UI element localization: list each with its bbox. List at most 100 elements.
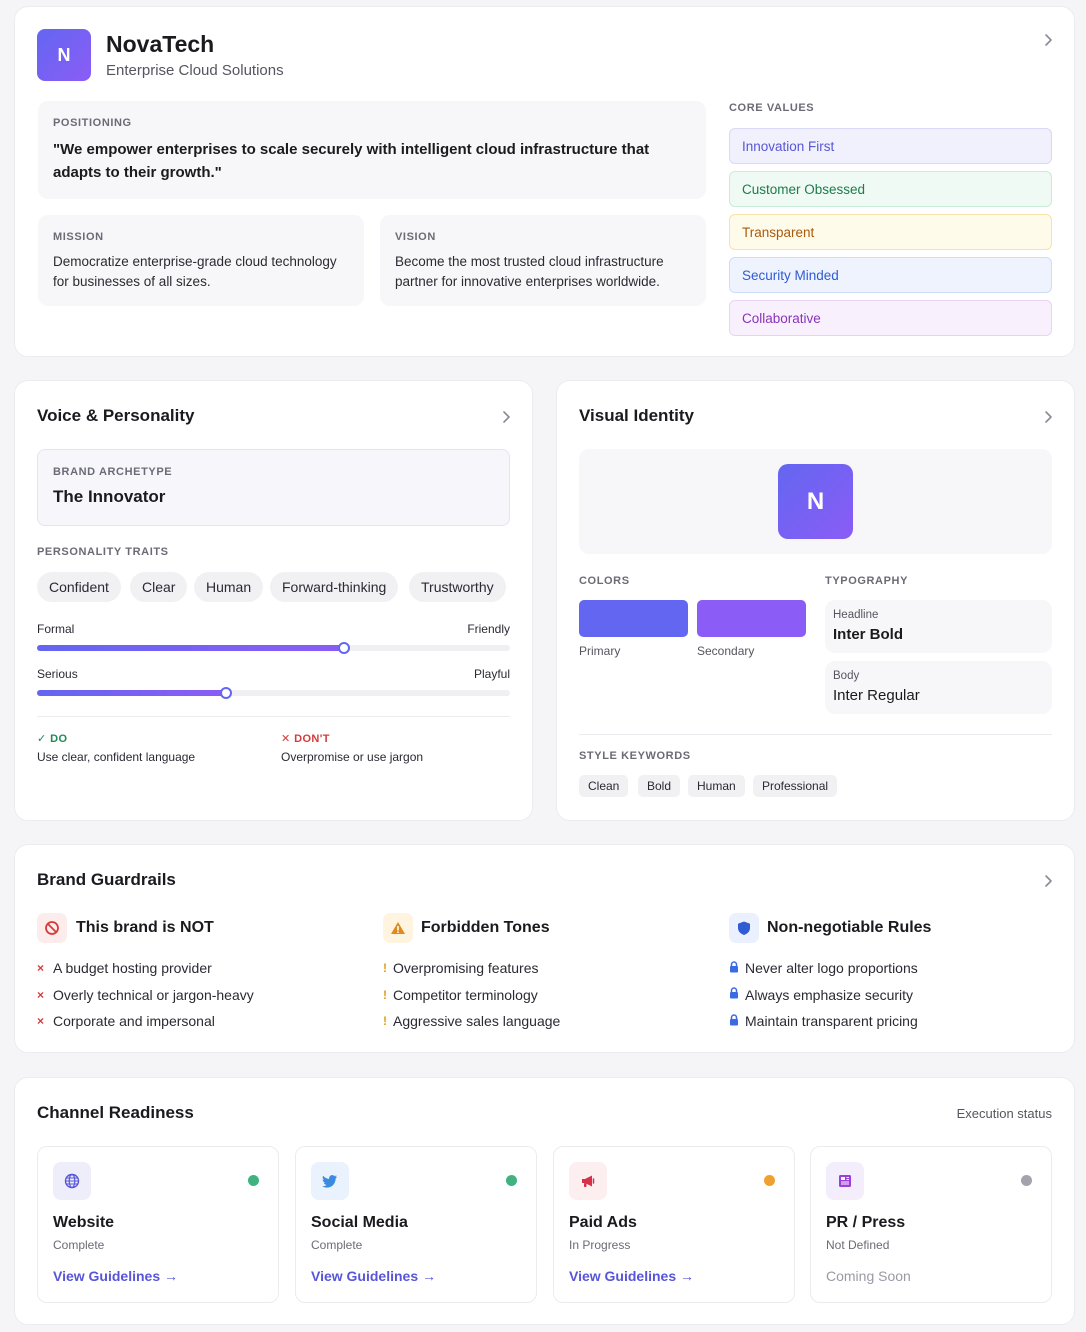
keyword-chip: Clean bbox=[579, 775, 629, 797]
archetype-box: BRAND ARCHETYPE The Innovator bbox=[37, 449, 510, 526]
view-guidelines-link[interactable]: View Guidelines → bbox=[53, 1268, 179, 1284]
check-icon: ✓ bbox=[37, 733, 47, 745]
positioning-statement: "We empower enterprises to scale securel… bbox=[53, 141, 650, 181]
status-dot bbox=[1021, 1175, 1032, 1186]
trait-chip[interactable]: Clear bbox=[130, 572, 188, 602]
slider-handle[interactable] bbox=[220, 687, 233, 699]
forbidden-title: Forbidden Tones bbox=[421, 919, 550, 936]
channel-name: PR / Press bbox=[826, 1214, 906, 1231]
channel-card-pr-press[interactable]: PR / Press Not Defined Coming Soon bbox=[810, 1146, 1052, 1303]
trait-chip[interactable]: Human bbox=[194, 572, 264, 602]
trait-chip[interactable]: Trustworthy bbox=[409, 572, 506, 602]
chevron-right-icon[interactable] bbox=[1041, 410, 1055, 424]
channel-card-paid-ads[interactable]: Paid Ads In Progress View Guidelines → bbox=[553, 1146, 795, 1303]
visual-title: Visual Identity bbox=[579, 406, 694, 425]
keyword-chip: Bold bbox=[638, 775, 681, 797]
channel-status: Complete bbox=[53, 1238, 105, 1252]
guardrails-title: Brand Guardrails bbox=[37, 870, 176, 889]
body-font-panel: Body Inter Regular bbox=[825, 661, 1052, 714]
x-icon: × bbox=[37, 987, 45, 1002]
rules-list: Never alter logo proportions Always emph… bbox=[729, 955, 918, 1035]
vision-label: VISION bbox=[395, 231, 436, 243]
prohibited-icon bbox=[37, 913, 67, 943]
chevron-right-icon[interactable] bbox=[1041, 874, 1055, 888]
channel-status: In Progress bbox=[569, 1238, 631, 1252]
warning-icon bbox=[383, 913, 413, 943]
channel-card-website[interactable]: Website Complete View Guidelines → bbox=[37, 1146, 279, 1303]
keyword-chip: Human bbox=[688, 775, 745, 797]
chevron-right-icon[interactable] bbox=[499, 410, 513, 424]
traits-label: PERSONALITY TRAITS bbox=[37, 546, 169, 558]
logo-mark: N bbox=[778, 464, 853, 539]
core-value-pill: Transparent bbox=[729, 214, 1052, 250]
list-item-text: Overly technical or jargon-heavy bbox=[53, 986, 254, 1003]
slider-left-label: Serious bbox=[37, 667, 78, 681]
colors-label: COLORS bbox=[579, 575, 630, 587]
view-guidelines-link[interactable]: View Guidelines → bbox=[569, 1268, 695, 1284]
headline-label: Headline bbox=[833, 609, 879, 621]
secondary-swatch[interactable] bbox=[697, 600, 806, 637]
channel-status: Complete bbox=[311, 1238, 363, 1252]
list-item: Always emphasize security bbox=[729, 982, 918, 1009]
x-icon: ✕ bbox=[281, 733, 291, 745]
do-heading: ✓ DO bbox=[37, 732, 67, 745]
vision-panel: VISION Become the most trusted cloud inf… bbox=[380, 215, 706, 306]
core-values-label: CORE VALUES bbox=[729, 102, 815, 114]
lock-icon bbox=[729, 987, 745, 1002]
slider-handle[interactable] bbox=[338, 642, 351, 654]
list-item: Maintain transparent pricing bbox=[729, 1008, 918, 1035]
archetype-label: BRAND ARCHETYPE bbox=[53, 466, 173, 478]
channel-readiness-card: Channel Readiness Execution status Websi… bbox=[14, 1077, 1075, 1325]
list-item: ! Aggressive sales language bbox=[383, 1008, 560, 1035]
coming-soon-label: Coming Soon bbox=[826, 1268, 911, 1284]
vision-text: Become the most trusted cloud infrastruc… bbox=[395, 254, 664, 289]
twitter-icon bbox=[311, 1162, 349, 1200]
trait-chip[interactable]: Forward-thinking bbox=[270, 572, 399, 602]
brand-overview-card: N NovaTech Enterprise Cloud Solutions PO… bbox=[14, 6, 1075, 357]
newspaper-icon bbox=[826, 1162, 864, 1200]
x-icon: × bbox=[37, 1014, 45, 1029]
slider-fill bbox=[37, 690, 227, 696]
formal-friendly-slider[interactable] bbox=[37, 642, 510, 654]
rules-title: Non-negotiable Rules bbox=[767, 919, 932, 936]
mission-panel: MISSION Democratize enterprise-grade clo… bbox=[38, 215, 364, 306]
serious-playful-slider[interactable] bbox=[37, 687, 510, 699]
brand-logo-letter: N bbox=[57, 44, 71, 65]
trait-chip[interactable]: Confident bbox=[37, 572, 121, 602]
not-title: This brand is NOT bbox=[76, 919, 214, 936]
archetype-value: The Innovator bbox=[53, 487, 166, 506]
globe-icon bbox=[53, 1162, 91, 1200]
status-dot bbox=[764, 1175, 775, 1186]
brand-tagline: Enterprise Cloud Solutions bbox=[106, 62, 284, 79]
slider-right-label: Playful bbox=[473, 667, 510, 681]
slider-right-label: Friendly bbox=[467, 622, 510, 636]
brand-name: NovaTech bbox=[106, 31, 215, 57]
exclamation-icon: ! bbox=[383, 987, 387, 1002]
channel-card-social-media[interactable]: Social Media Complete View Guidelines → bbox=[295, 1146, 537, 1303]
typography-label: TYPOGRAPHY bbox=[825, 575, 909, 587]
view-guidelines-link[interactable]: View Guidelines → bbox=[311, 1268, 437, 1284]
body-label: Body bbox=[833, 670, 860, 682]
do-text: Use clear, confident language bbox=[37, 750, 196, 764]
logo-mark-letter: N bbox=[806, 487, 825, 515]
forbidden-list: ! Overpromising features ! Competitor term… bbox=[383, 955, 560, 1035]
chevron-right-icon[interactable] bbox=[1041, 33, 1055, 47]
keyword-chip: Professional bbox=[753, 775, 838, 797]
channels-title: Channel Readiness bbox=[37, 1103, 194, 1122]
divider bbox=[579, 734, 1052, 735]
list-item-text: Never alter logo proportions bbox=[745, 960, 918, 977]
list-item: ! Competitor terminology bbox=[383, 982, 560, 1009]
primary-swatch[interactable] bbox=[579, 600, 688, 637]
primary-swatch-label: Primary bbox=[579, 644, 621, 658]
status-dot bbox=[248, 1175, 259, 1186]
list-item: ! Overpromising features bbox=[383, 955, 560, 982]
list-item: × Overly technical or jargon-heavy bbox=[37, 982, 254, 1009]
exclamation-icon: ! bbox=[383, 961, 387, 976]
divider bbox=[37, 716, 510, 717]
visual-identity-card: Visual Identity N COLORS Primary Seconda… bbox=[556, 380, 1075, 821]
core-value-pill: Innovation First bbox=[729, 128, 1052, 164]
core-value-pill: Customer Obsessed bbox=[729, 171, 1052, 207]
slider-fill bbox=[37, 645, 345, 651]
lock-icon bbox=[729, 961, 745, 976]
list-item: × A budget hosting provider bbox=[37, 955, 254, 982]
